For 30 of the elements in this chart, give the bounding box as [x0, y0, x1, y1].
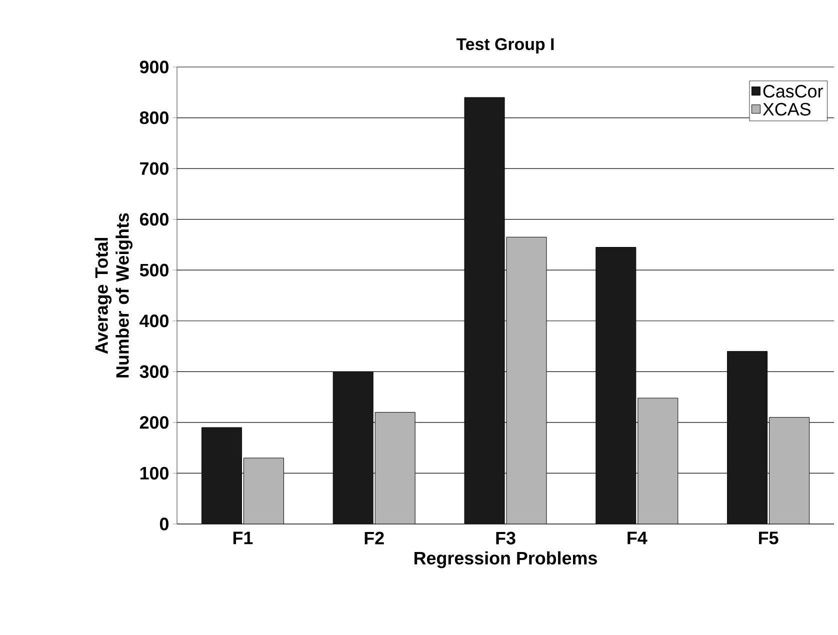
x-tick-label: F2	[364, 532, 384, 544]
bar	[332, 371, 374, 524]
y-tick-label: 800	[140, 111, 168, 124]
y-tick-label: 600	[140, 212, 168, 226]
bar	[201, 427, 242, 524]
bar	[506, 236, 547, 524]
legend-label: CasCor	[763, 84, 823, 98]
bar	[638, 398, 678, 524]
y-tick-label: 100	[140, 466, 168, 480]
bar	[769, 417, 810, 524]
y-tick-label: 700	[140, 162, 168, 175]
bar	[727, 351, 768, 524]
y-tick-label: 500	[140, 264, 168, 276]
chart-title: Test Group I	[456, 38, 554, 54]
y-tick-label: 400	[140, 314, 168, 328]
bar	[374, 412, 416, 524]
x-tick-label: F3	[496, 532, 516, 544]
x-tick-label: F1	[233, 532, 253, 544]
y-tick-label: 0	[160, 518, 168, 530]
bar	[464, 97, 505, 524]
legend-label: XCAS	[762, 102, 810, 116]
x-tick-label: F5	[759, 532, 778, 544]
y-tick-label: 900	[140, 60, 168, 74]
y-tick-label: 300	[140, 365, 168, 378]
y-axis-title: Average Total Number of Weights	[94, 213, 132, 378]
bar	[596, 247, 636, 524]
x-tick-label: F4	[628, 532, 648, 544]
y-tick-label: 200	[140, 416, 168, 429]
x-axis-title: Regression Problems	[414, 551, 597, 568]
bar	[243, 458, 284, 524]
